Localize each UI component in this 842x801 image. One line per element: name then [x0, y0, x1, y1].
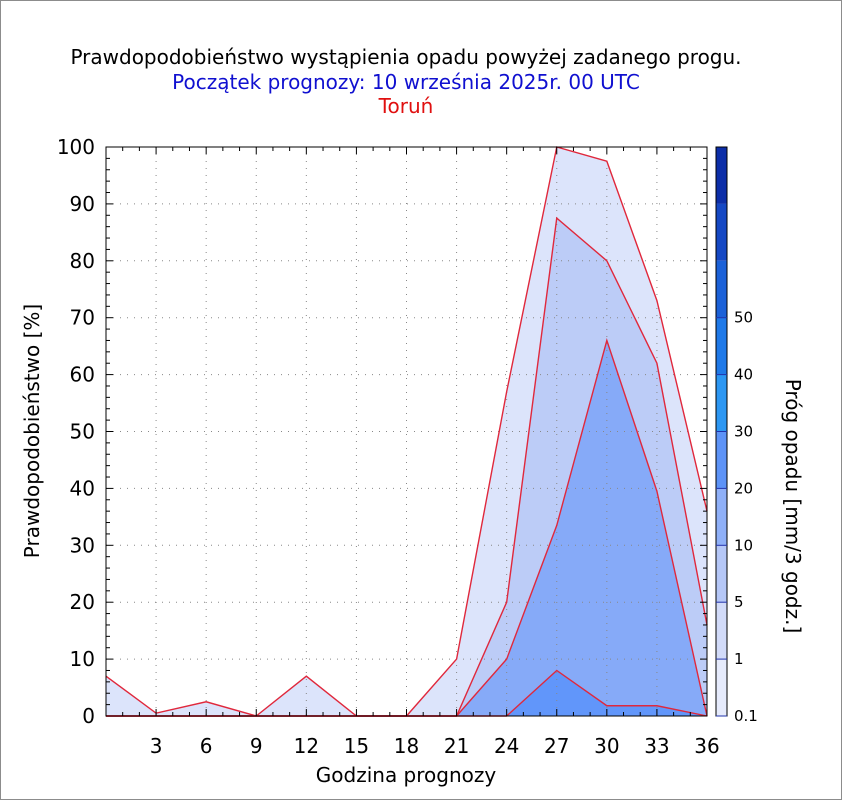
- y-tick-labels: 0 10 20 30 40 50 60 70 80 90 100: [57, 135, 95, 728]
- y-tick-label: 80: [70, 249, 95, 273]
- y-tick-label: 90: [70, 192, 95, 216]
- colorbar-segment: [716, 431, 727, 489]
- x-tick-label: 27: [544, 734, 569, 758]
- x-tick-label: 33: [644, 734, 669, 758]
- colorbar-segment: [716, 317, 727, 375]
- x-tick-label: 24: [494, 734, 519, 758]
- chart-title: Prawdopodobieństwo wystąpienia opadu pow…: [70, 45, 741, 69]
- y-tick-label: 100: [57, 135, 95, 159]
- colorbar-segment: [716, 260, 727, 318]
- y-axis-title: Prawdopodobieństwo [%]: [20, 304, 44, 558]
- colorbar-segment: [716, 203, 727, 261]
- colorbar: 0.1 1 5 10 20 30 40 50: [715, 146, 758, 725]
- y-tick-label: 70: [70, 306, 95, 330]
- x-tick-label: 18: [394, 734, 419, 758]
- x-tick-label: 9: [250, 734, 263, 758]
- x-tick-label: 6: [200, 734, 213, 758]
- chart-location: Toruń: [378, 94, 434, 118]
- colorbar-segment: [716, 659, 727, 716]
- x-tick-labels: 3 6 9 12 15 18 21 24 27 30 33 36: [150, 734, 720, 758]
- y-tick-label: 20: [70, 590, 95, 614]
- y-tick-label: 50: [70, 420, 95, 444]
- colorbar-label: 20: [734, 479, 753, 497]
- x-tick-label: 30: [594, 734, 619, 758]
- y-tick-label: 40: [70, 476, 95, 500]
- colorbar-title: Próg opadu [mm/3 godz.]: [781, 379, 805, 634]
- area-threshold-2: [106, 340, 707, 716]
- colorbar-label: 1: [734, 650, 744, 668]
- y-tick-label: 0: [82, 704, 95, 728]
- colorbar-label: 5: [734, 593, 744, 611]
- colorbar-segment: [716, 147, 727, 204]
- colorbar-segment: [716, 374, 727, 432]
- colorbar-segment: [716, 488, 727, 546]
- area-threshold-3: [106, 670, 707, 716]
- probability-areas: [106, 147, 707, 716]
- colorbar-label: 10: [734, 536, 753, 554]
- colorbar-label: 40: [734, 366, 753, 384]
- colorbar-label: 0.1: [734, 707, 758, 725]
- colorbar-label: 50: [734, 309, 753, 327]
- x-tick-label: 3: [150, 734, 163, 758]
- x-tick-label: 36: [694, 734, 719, 758]
- colorbar-segment: [716, 545, 727, 603]
- colorbar-label: 30: [734, 423, 753, 441]
- minor-ticks: [105, 146, 708, 717]
- colorbar-segment: [716, 602, 727, 660]
- x-tick-label: 15: [344, 734, 369, 758]
- x-tick-label: 12: [294, 734, 319, 758]
- chart-subtitle: Początek prognozy: 10 września 2025r. 00…: [172, 70, 640, 94]
- y-tick-label: 10: [70, 647, 95, 671]
- x-tick-label: 21: [444, 734, 469, 758]
- x-axis-title: Godzina prognozy: [316, 763, 497, 787]
- y-tick-label: 60: [70, 363, 95, 387]
- plot-border: [105, 146, 708, 717]
- y-tick-label: 30: [70, 533, 95, 557]
